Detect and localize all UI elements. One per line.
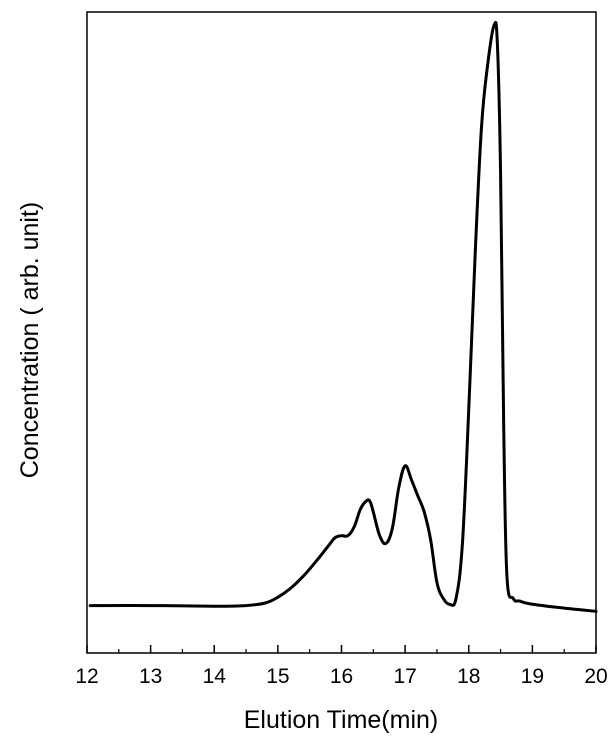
x-tick-label: 13 [139, 665, 162, 688]
x-tick-label: 16 [330, 665, 353, 688]
x-axis-label: Elution Time(min) [244, 706, 439, 734]
x-tick-label: 14 [203, 665, 227, 688]
y-axis-label: Concentration ( arb. unit) [16, 202, 44, 479]
x-tick-label: 15 [266, 665, 289, 688]
x-tick-label: 17 [393, 665, 416, 688]
series-layer [90, 22, 596, 611]
chromatogram-line [90, 22, 596, 611]
x-tick-label: 20 [584, 665, 607, 688]
x-tick-label: 18 [457, 665, 480, 688]
x-axis-ticks: 12 13 14 15 16 17 18 19 20 [75, 645, 607, 688]
x-tick-label: 12 [75, 665, 98, 688]
x-tick-label: 19 [521, 665, 544, 688]
plot-frame [87, 12, 596, 653]
